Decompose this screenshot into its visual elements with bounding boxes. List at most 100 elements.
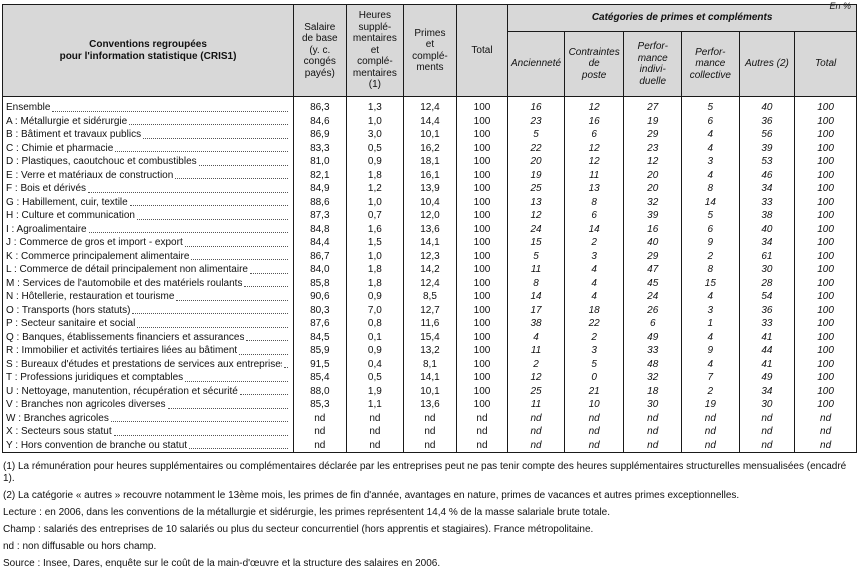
value-salaire-base: 85,4 <box>293 371 347 385</box>
dot-leader <box>185 371 289 382</box>
table-row: R : Immobilier et activités tertiaires l… <box>1 344 857 358</box>
value-heures-supplementaires: 1,0 <box>345 249 405 263</box>
value-performance-individuelle: 48 <box>623 357 683 371</box>
value-total-categories: 100 <box>794 236 857 250</box>
value-performance-collective: 3 <box>681 303 740 317</box>
value-salaire-base: 84,0 <box>293 263 347 277</box>
dot-leader <box>244 277 289 288</box>
value-primes: 12,4 <box>403 276 457 290</box>
row-label: B : Bâtiment et travaux publics <box>6 129 142 141</box>
row-label-wrap: G : Habillement, cuir, textile <box>6 196 290 209</box>
row-label-wrap: Y : Hors convention de branche ou statut <box>6 439 290 452</box>
value-total-categories: 100 <box>794 276 857 290</box>
row-label-wrap: O : Transports (hors statuts) <box>6 304 290 317</box>
value-anciennete: 4 <box>507 330 565 344</box>
header-categories-group: Catégories de primes et compléments <box>507 4 857 32</box>
value-performance-collective: 14 <box>681 195 740 209</box>
row-label-wrap: R : Immobilier et activités tertiaires l… <box>6 344 290 357</box>
value-performance-individuelle: 16 <box>623 222 683 236</box>
header-conventions: Conventions regroupées pour l'informatio… <box>1 4 295 97</box>
value-anciennete: 16 <box>507 96 565 115</box>
value-contraintes-poste: 3 <box>563 249 625 263</box>
value-salaire-base: 88,6 <box>293 195 347 209</box>
value-anciennete: 12 <box>507 371 565 385</box>
header-total: Total <box>455 4 509 97</box>
table-row: J : Commerce de gros et import - export … <box>1 236 857 250</box>
row-label: T : Professions juridiques et comptables <box>6 372 184 384</box>
header-total-categories: Total <box>794 31 857 97</box>
table-row: A : Métallurgie et sidérurgie 84,6 1,0 1… <box>1 114 857 128</box>
table-row: G : Habillement, cuir, textile 88,6 1,0 … <box>1 195 857 209</box>
row-label: R : Immobilier et activités tertiaires l… <box>6 345 238 357</box>
value-performance-collective: nd <box>681 425 740 439</box>
footnote: (1) La rémunération pour heures suppléme… <box>3 461 847 484</box>
value-total: 100 <box>455 209 509 223</box>
value-heures-supplementaires: 0,7 <box>345 209 405 223</box>
value-contraintes-poste: 18 <box>563 303 625 317</box>
value-primes: nd <box>403 438 457 453</box>
row-label-cell: L : Commerce de détail principalement no… <box>1 263 295 277</box>
value-total-categories: 100 <box>794 128 857 142</box>
value-autres: 33 <box>738 195 796 209</box>
value-performance-individuelle: 27 <box>623 96 683 115</box>
row-label: V : Branches non agricoles diverses <box>6 399 166 411</box>
value-performance-individuelle: nd <box>623 411 683 425</box>
value-salaire-base: 84,4 <box>293 236 347 250</box>
value-autres: 44 <box>738 344 796 358</box>
value-primes: 12,4 <box>403 96 457 115</box>
table-row: U : Nettoyage, manutention, récupération… <box>1 384 857 398</box>
dot-leader <box>143 128 289 139</box>
unit-label: En % <box>829 1 851 11</box>
row-label-wrap: I : Agroalimentaire <box>6 223 290 236</box>
value-anciennete: 12 <box>507 209 565 223</box>
value-contraintes-poste: 8 <box>563 195 625 209</box>
value-salaire-base: 90,6 <box>293 290 347 304</box>
table-row: M : Services de l'automobile et des maté… <box>1 276 857 290</box>
table-row: H : Culture et communication 87,3 0,7 12… <box>1 209 857 223</box>
row-label-wrap: V : Branches non agricoles diverses <box>6 398 290 411</box>
footnote: Lecture : en 2006, dans les conventions … <box>3 507 611 518</box>
row-label-cell: C : Chimie et pharmacie <box>1 141 295 155</box>
value-autres: 33 <box>738 317 796 331</box>
row-label: K : Commerce principalement alimentaire <box>6 250 190 262</box>
row-label: F : Bois et dérivés <box>6 183 87 195</box>
value-contraintes-poste: 2 <box>563 330 625 344</box>
value-anciennete: 17 <box>507 303 565 317</box>
row-label-wrap: U : Nettoyage, manutention, récupération… <box>6 385 290 398</box>
value-contraintes-poste: 3 <box>563 344 625 358</box>
value-performance-collective: 1 <box>681 317 740 331</box>
dot-leader <box>115 142 289 153</box>
dot-leader <box>88 223 289 234</box>
value-total-categories: 100 <box>794 209 857 223</box>
value-primes: 8,5 <box>403 290 457 304</box>
value-performance-individuelle: nd <box>623 425 683 439</box>
value-salaire-base: 84,5 <box>293 330 347 344</box>
dot-leader <box>175 169 289 180</box>
row-label-wrap: L : Commerce de détail principalement no… <box>6 263 290 276</box>
value-performance-collective: 4 <box>681 290 740 304</box>
row-label-cell: K : Commerce principalement alimentaire <box>1 249 295 263</box>
row-label-wrap: K : Commerce principalement alimentaire <box>6 250 290 263</box>
value-heures-supplementaires: 0,5 <box>345 371 405 385</box>
table-header: Conventions regroupées pour l'informatio… <box>1 4 857 97</box>
value-salaire-base: nd <box>293 425 347 439</box>
table-row: K : Commerce principalement alimentaire … <box>1 249 857 263</box>
value-primes: 11,6 <box>403 317 457 331</box>
value-anciennete: 24 <box>507 222 565 236</box>
dot-leader <box>189 439 289 450</box>
row-label-cell: V : Branches non agricoles diverses <box>1 398 295 412</box>
value-heures-supplementaires: 1,8 <box>345 263 405 277</box>
row-label-wrap: N : Hôtellerie, restauration et tourisme <box>6 290 290 303</box>
value-heures-supplementaires: 1,9 <box>345 384 405 398</box>
value-performance-collective: 4 <box>681 141 740 155</box>
value-performance-individuelle: 33 <box>623 344 683 358</box>
row-label-wrap: B : Bâtiment et travaux publics <box>6 128 290 141</box>
row-label-cell: Q : Banques, établissements financiers e… <box>1 330 295 344</box>
value-heures-supplementaires: 7,0 <box>345 303 405 317</box>
header-salaire-base: Salaire de base (y. c. congés payés) <box>293 4 347 97</box>
value-anciennete: 11 <box>507 263 565 277</box>
value-autres: 54 <box>738 290 796 304</box>
row-label: M : Services de l'automobile et des maté… <box>6 277 243 289</box>
value-total: 100 <box>455 195 509 209</box>
value-primes: 18,1 <box>403 155 457 169</box>
